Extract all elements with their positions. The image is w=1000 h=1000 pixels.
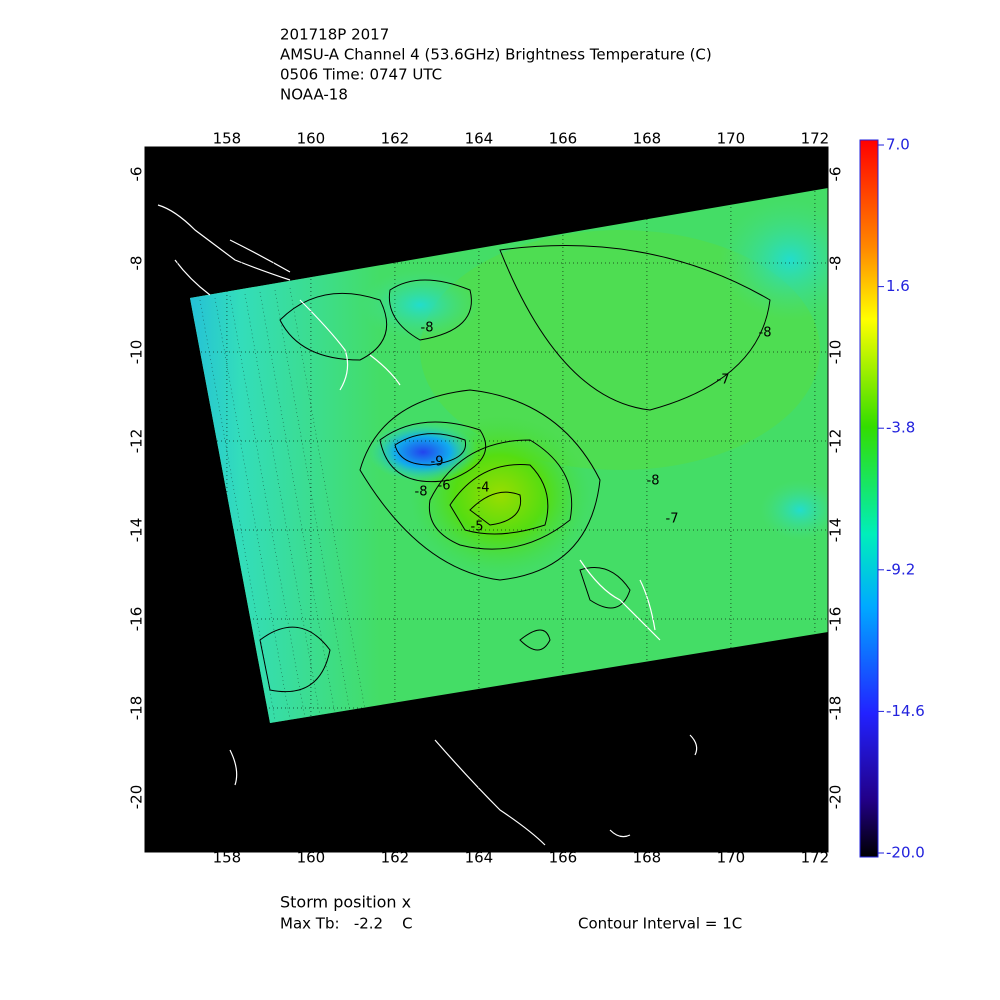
lon-label: 168 (633, 849, 662, 867)
footer: Storm position x Max Tb: -2.2 C Contour … (280, 893, 742, 933)
lon-label: 170 (717, 849, 746, 867)
lon-label: 166 (549, 130, 578, 148)
lat-label: -16 (128, 607, 146, 632)
contour-label: -4 (477, 481, 490, 496)
lon-label: 158 (213, 130, 242, 148)
contour-label: -9 (431, 455, 444, 470)
lat-label: -14 (827, 518, 845, 543)
lon-label: 172 (801, 130, 830, 148)
colorbar-label: -3.8 (886, 419, 915, 437)
lat-label: -20 (827, 785, 845, 810)
lat-label: -16 (827, 607, 845, 632)
colorbar-label: 7.0 (886, 136, 910, 154)
lat-label: -18 (128, 696, 146, 721)
contour-label: -7 (666, 512, 679, 527)
lon-label: 164 (465, 130, 494, 148)
header-line: 201718P 2017 (280, 26, 389, 44)
colorbar-label: 1.6 (886, 277, 910, 295)
lon-label: 172 (801, 849, 830, 867)
contour-label: -6 (438, 479, 451, 494)
storm-position: Storm position x (280, 893, 411, 912)
lon-label: 160 (297, 130, 326, 148)
lon-label: 160 (297, 849, 326, 867)
contour-label: -7 (717, 373, 730, 388)
lat-label: -8 (827, 256, 845, 271)
contour-label: -5 (471, 520, 484, 535)
lon-label: 166 (549, 849, 578, 867)
lat-label: -12 (128, 429, 146, 454)
lat-label: -10 (827, 340, 845, 365)
lat-label: -18 (827, 696, 845, 721)
lon-label: 158 (213, 849, 242, 867)
contour-label: -8 (759, 326, 772, 341)
header-line: NOAA-18 (280, 86, 348, 104)
contour-label: -8 (421, 321, 434, 336)
lat-label: -20 (128, 785, 146, 810)
map-frame (144, 146, 829, 853)
colorbar-label: -14.6 (886, 702, 925, 720)
coastlines (157, 204, 698, 846)
lat-label: -6 (827, 167, 845, 182)
lat-label: -10 (128, 340, 146, 365)
lon-label: 162 (381, 130, 410, 148)
max-tb: Max Tb: -2.2 C (280, 915, 413, 933)
contour-label: -8 (647, 474, 660, 489)
colorbar-label: -20.0 (886, 844, 925, 862)
colorbar (859, 139, 879, 858)
lat-label: -12 (827, 429, 845, 454)
header: 201718P 2017 AMSU-A Channel 4 (53.6GHz) … (280, 26, 712, 104)
lon-label: 162 (381, 849, 410, 867)
contour-label: -8 (415, 485, 428, 500)
lat-label: -8 (128, 256, 146, 271)
header-line: 0506 Time: 0747 UTC (280, 66, 442, 84)
lon-label: 164 (465, 849, 494, 867)
lon-label: 170 (717, 130, 746, 148)
header-line: AMSU-A Channel 4 (53.6GHz) Brightness Te… (280, 46, 712, 64)
colorbar-label: -9.2 (886, 560, 915, 578)
lat-label: -6 (128, 167, 146, 182)
contour-interval: Contour Interval = 1C (578, 915, 742, 933)
lon-label: 168 (633, 130, 662, 148)
lat-label: -14 (128, 518, 146, 543)
